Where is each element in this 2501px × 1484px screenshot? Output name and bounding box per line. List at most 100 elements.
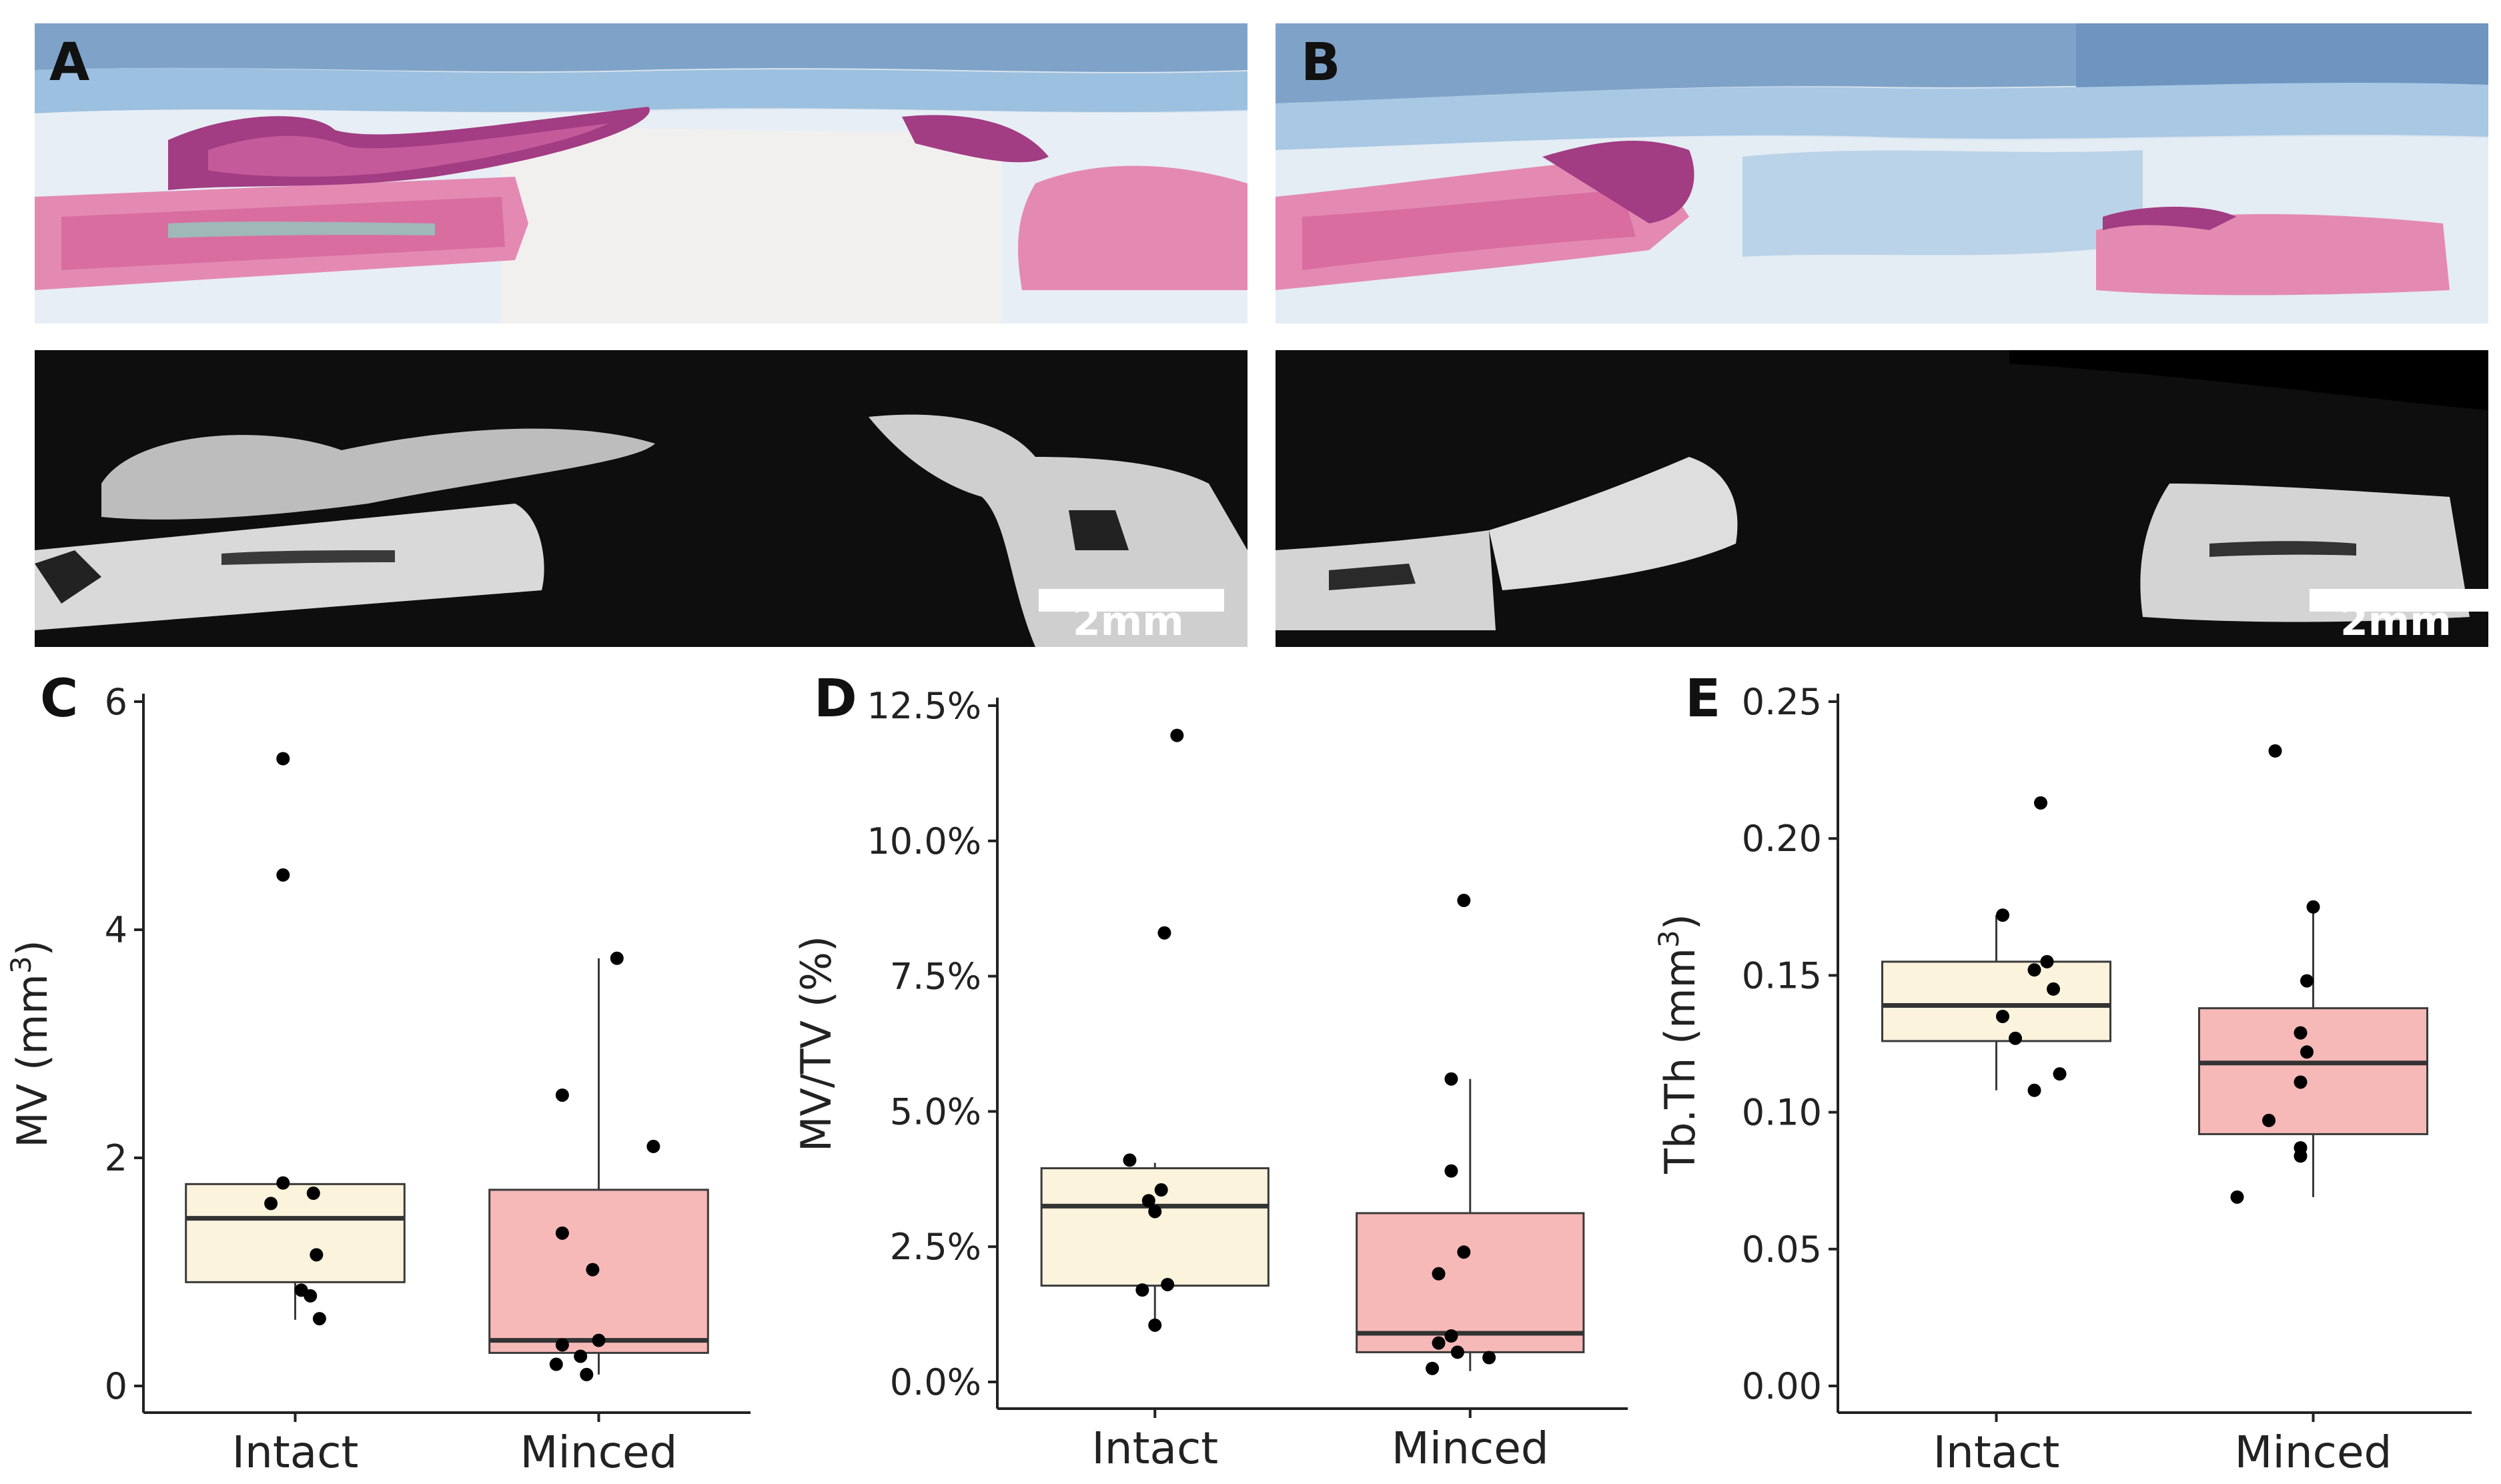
- microct-image-a: 2mm: [35, 350, 1247, 647]
- box-intact: [1881, 960, 2111, 1042]
- data-point: [1426, 1361, 1440, 1375]
- y-tick-label: 7.5%: [890, 956, 981, 998]
- data-point: [2306, 900, 2320, 914]
- histology-image-b: B: [1276, 23, 2488, 323]
- data-point: [555, 1338, 569, 1352]
- x-tick-label-intact: Intact: [232, 1427, 359, 1478]
- panel-label-e: E: [1685, 669, 1721, 729]
- y-tick-label: 2.5%: [890, 1226, 981, 1268]
- scale-bar-label-a: 2mm: [1073, 598, 1184, 645]
- y-tick-label: 6: [105, 681, 127, 723]
- data-point: [1157, 926, 1171, 940]
- x-tick-label-intact: Intact: [1091, 1423, 1218, 1474]
- box-intact: [185, 1183, 406, 1283]
- data-point: [276, 752, 290, 766]
- data-point: [586, 1263, 600, 1277]
- data-point: [610, 951, 624, 965]
- box-minced: [488, 1189, 709, 1354]
- data-point: [2009, 1031, 2022, 1045]
- data-point: [2300, 974, 2314, 988]
- y-tick-label: 0.25: [1742, 681, 1822, 723]
- data-point: [2230, 1190, 2244, 1204]
- chart-d-mvtv: 0.0% 2.5% 5.0% 7.5% 10.0% 12.5% MV/TV (%) Intac…: [792, 685, 1628, 1474]
- data-point: [264, 1197, 278, 1211]
- panel-label-a: A: [49, 33, 90, 93]
- x-tick-label-intact: Intact: [1933, 1427, 2060, 1478]
- data-point: [1432, 1267, 1446, 1281]
- data-point: [549, 1357, 563, 1371]
- data-point: [2294, 1075, 2308, 1089]
- scale-bar-label-b: 2mm: [2340, 598, 2452, 645]
- data-point: [306, 1187, 320, 1201]
- box-intact: [1040, 1167, 1270, 1287]
- x-tick-label-minced: Minced: [2235, 1427, 2392, 1478]
- y-tick-label: 0.05: [1742, 1229, 1822, 1271]
- y-tick-label: 0.0%: [890, 1361, 981, 1403]
- data-point: [2040, 954, 2054, 968]
- x-tick-label-minced: Minced: [1392, 1423, 1549, 1474]
- data-point: [304, 1289, 318, 1303]
- data-point: [1141, 1194, 1155, 1208]
- data-point: [2047, 982, 2060, 996]
- data-point: [1450, 1345, 1464, 1359]
- microct-image-b: 2mm: [1276, 350, 2488, 647]
- data-point: [1482, 1351, 1496, 1365]
- data-point: [1432, 1336, 1446, 1350]
- y-tick-label: 5.0%: [890, 1090, 981, 1133]
- y-tick-label: 10.0%: [867, 820, 981, 862]
- histology-drawing-a: [35, 23, 1247, 323]
- chart-c-mv: 0 2 4 6 MV (mm3) Intact Minced: [5, 681, 751, 1478]
- y-tick-label: 0.20: [1742, 818, 1822, 860]
- data-point: [2053, 1067, 2067, 1081]
- data-point: [310, 1248, 324, 1262]
- data-point: [2300, 1045, 2314, 1059]
- scale-bar-a: [1039, 589, 1224, 612]
- data-point: [2027, 963, 2041, 977]
- data-point: [2268, 744, 2282, 758]
- data-point: [1457, 1245, 1471, 1259]
- data-point: [1148, 1318, 1162, 1332]
- data-point: [312, 1312, 326, 1326]
- data-point: [2294, 1149, 2308, 1163]
- y-tick-label: 2: [105, 1137, 127, 1179]
- data-point: [2262, 1113, 2276, 1127]
- data-point: [1135, 1283, 1149, 1297]
- chart-e-tbth: 0.00 0.05 0.10 0.15 0.20 0.25 Tb.Th (mm3) Intac…: [1654, 681, 2472, 1478]
- data-point: [574, 1349, 588, 1363]
- data-point: [276, 1176, 290, 1190]
- histology-image-a: A: [35, 23, 1247, 323]
- histology-drawing-b: [1276, 23, 2488, 323]
- y-tick-label: 0.10: [1742, 1092, 1822, 1134]
- box-minced: [1356, 1212, 1585, 1353]
- data-point: [1444, 1072, 1458, 1086]
- data-point: [1123, 1153, 1137, 1167]
- data-point: [1996, 908, 2009, 922]
- data-point: [646, 1139, 660, 1153]
- data-point: [2027, 1083, 2041, 1097]
- y-tick-label: 4: [105, 909, 127, 951]
- data-point: [2294, 1026, 2308, 1040]
- data-point: [1154, 1183, 1168, 1197]
- data-point: [1457, 894, 1471, 908]
- panel-label-c: C: [40, 669, 79, 729]
- data-point: [555, 1226, 569, 1240]
- data-point: [1444, 1329, 1458, 1343]
- data-point: [1148, 1205, 1162, 1219]
- data-point: [2034, 796, 2047, 810]
- x-tick-label-minced: Minced: [520, 1427, 678, 1478]
- data-point: [1161, 1277, 1175, 1291]
- data-point: [1444, 1164, 1458, 1178]
- data-point: [555, 1088, 569, 1102]
- y-axis-label: MV/TV (%): [792, 936, 841, 1152]
- scale-bar-b: [2310, 589, 2488, 612]
- data-point: [276, 868, 290, 882]
- data-point: [1996, 1009, 2009, 1023]
- box-minced: [2198, 1007, 2428, 1135]
- panel-label-b: B: [1301, 33, 1341, 93]
- y-tick-label: 0.15: [1742, 954, 1822, 996]
- y-tick-label: 12.5%: [867, 685, 981, 727]
- data-point: [592, 1333, 606, 1347]
- data-point: [1170, 728, 1184, 742]
- y-tick-label: 0.00: [1742, 1365, 1822, 1407]
- microct-drawing-b: [1276, 350, 2488, 647]
